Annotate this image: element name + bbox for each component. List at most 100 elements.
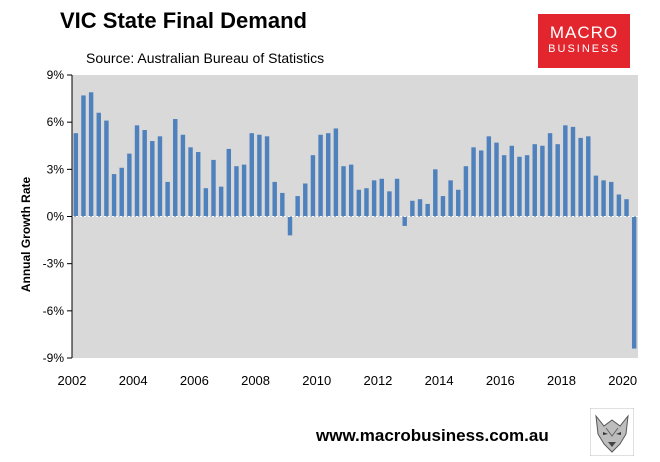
bar (226, 148, 232, 217)
bar (364, 188, 369, 217)
chart-subtitle: Source: Australian Bureau of Statistics (86, 50, 325, 66)
bar (96, 112, 101, 217)
bar (578, 137, 583, 217)
bar (440, 196, 446, 217)
bar (471, 147, 476, 217)
bar (249, 133, 254, 217)
bar (517, 156, 522, 217)
y-tick-label: -3% (43, 257, 65, 271)
bar (295, 196, 300, 217)
x-tick-label: 2004 (119, 373, 148, 388)
logo-line-2: BUSINESS (548, 43, 620, 55)
y-tick-label: 3% (47, 162, 65, 176)
bar (394, 178, 400, 217)
bar (593, 175, 599, 217)
bar (631, 216, 637, 349)
bar (195, 152, 201, 217)
x-tick-label: 2016 (486, 373, 515, 388)
bar (532, 144, 537, 217)
bar (456, 189, 461, 217)
bar (111, 174, 117, 217)
bar (234, 166, 239, 217)
x-tick-label: 2002 (58, 373, 87, 388)
bar (524, 155, 530, 217)
bar (540, 145, 545, 217)
bar (134, 125, 140, 217)
bar (494, 142, 499, 217)
bar (211, 159, 216, 217)
bar (157, 136, 163, 217)
bar (180, 134, 186, 217)
bar (563, 125, 568, 217)
bar (326, 133, 331, 217)
bar (402, 216, 407, 226)
bar (501, 155, 507, 217)
bar (333, 128, 339, 217)
wolf-icon (590, 408, 634, 456)
bar (387, 191, 392, 217)
x-tick-label: 2008 (241, 373, 270, 388)
x-tick-label: 2010 (302, 373, 331, 388)
bar (272, 181, 277, 217)
bar (241, 164, 247, 217)
bar (616, 194, 622, 217)
x-tick-label: 2020 (608, 373, 637, 388)
bar (371, 180, 377, 217)
y-tick-label: 9% (47, 68, 65, 82)
bar (310, 155, 316, 217)
bar (555, 144, 560, 217)
bar (417, 199, 423, 217)
footer-url: www.macrobusiness.com.au (316, 426, 549, 445)
bar (104, 120, 109, 217)
bar (218, 186, 224, 217)
bar (433, 169, 438, 217)
bar (356, 189, 362, 217)
bar (341, 166, 346, 217)
y-tick-label: -9% (43, 351, 65, 365)
bar (609, 181, 614, 217)
bar (264, 136, 270, 217)
bar (624, 199, 629, 217)
bar (601, 180, 606, 217)
bar (448, 180, 453, 217)
x-tick-label: 2006 (180, 373, 209, 388)
bar (73, 133, 79, 217)
y-tick-label: 6% (47, 115, 65, 129)
bar (379, 178, 384, 217)
bar (127, 153, 132, 217)
bar (318, 134, 323, 217)
bar (173, 119, 178, 217)
bar (203, 188, 209, 217)
bar (586, 136, 591, 217)
y-tick-label: -6% (43, 304, 65, 318)
x-tick-label: 2018 (547, 373, 576, 388)
bar (142, 130, 147, 217)
x-tick-label: 2014 (425, 373, 454, 388)
bar (150, 141, 155, 217)
bar (509, 145, 515, 217)
bar (425, 203, 430, 217)
bar (280, 192, 285, 217)
bar (257, 134, 262, 217)
bar (463, 166, 469, 217)
bar (570, 126, 576, 217)
bar (348, 164, 354, 217)
bar (287, 216, 293, 236)
bar (188, 147, 193, 217)
bar (547, 133, 553, 217)
macrobusiness-logo: MACRO BUSINESS (538, 14, 630, 68)
bar (88, 92, 94, 217)
y-tick-label: 0% (47, 210, 65, 224)
bar (165, 181, 170, 217)
bar (410, 200, 415, 217)
bar (119, 167, 124, 217)
bar (81, 95, 86, 217)
chart-title: VIC State Final Demand (60, 8, 307, 33)
logo-line-1: MACRO (549, 23, 619, 42)
bar (478, 150, 484, 217)
y-axis-label: Annual Growth Rate (19, 177, 33, 293)
bar (303, 183, 308, 217)
bar (486, 136, 492, 217)
x-tick-label: 2012 (363, 373, 392, 388)
